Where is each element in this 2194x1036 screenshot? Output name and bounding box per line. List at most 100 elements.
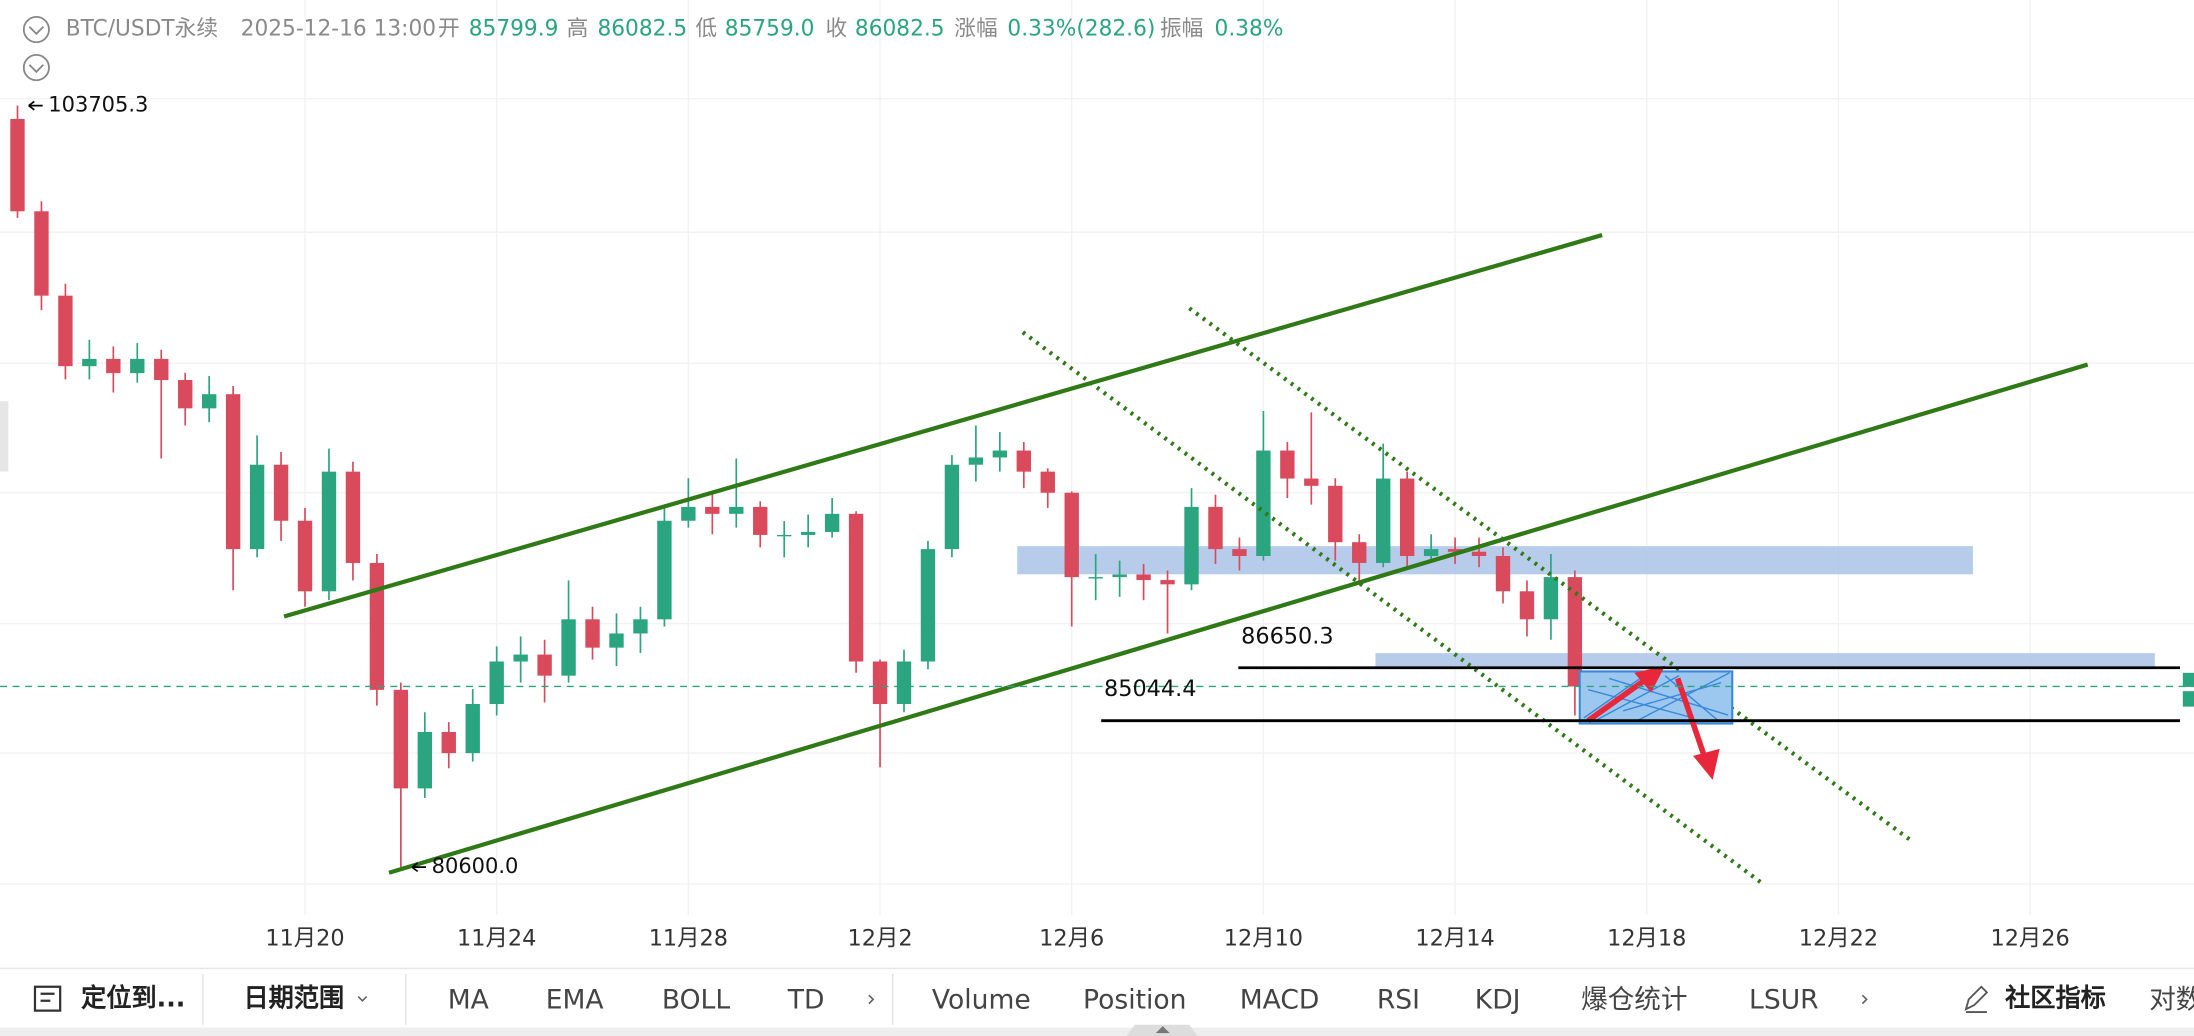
time: 2025-12-16 13:00 (241, 17, 436, 42)
dropdown-chevron (357, 995, 368, 1003)
x-tick-label: 12月22 (1799, 925, 1878, 951)
candle-body (968, 457, 984, 465)
candle-body (753, 506, 768, 535)
candle-body (872, 661, 888, 705)
extreme-label: 80600.0 (432, 853, 519, 878)
candle-body (1280, 450, 1295, 479)
collapse-icon[interactable] (22, 53, 50, 82)
label: 低 (695, 17, 717, 42)
candle-body (130, 358, 145, 374)
candle-body (633, 619, 648, 634)
candle-body (1328, 485, 1343, 543)
candle-body (465, 704, 480, 754)
arrow-head (1634, 665, 1666, 693)
candle-body (297, 520, 313, 592)
arrow-up (1586, 673, 1653, 723)
candle-body (896, 661, 912, 705)
extreme-arrow (411, 862, 427, 873)
more-chevron[interactable] (1861, 994, 1868, 1005)
bottom-strip (0, 1027, 2194, 1036)
candle-body (369, 562, 385, 690)
trend-line (283, 233, 1603, 619)
extreme-arrow (28, 100, 43, 111)
candle-body (178, 380, 193, 409)
candle-body (777, 534, 792, 537)
x-tick-label: 11月28 (649, 925, 728, 951)
x-tick-label: 11月20 (265, 925, 344, 951)
candle-body (1495, 556, 1511, 592)
edit-icon (1964, 985, 1989, 1013)
candle-body (920, 549, 936, 662)
support-zone (1017, 546, 1973, 575)
candle-body (489, 661, 504, 705)
subchart-button[interactable]: Volume (932, 984, 1031, 1015)
dotted-trend-line (1188, 306, 1914, 844)
candle-body (1136, 574, 1151, 581)
candle-body (1423, 549, 1439, 557)
locate-button[interactable]: 定位到... (81, 983, 185, 1012)
candle-body (537, 654, 552, 676)
x-tick-label: 12月10 (1224, 925, 1303, 951)
candle-body (1040, 471, 1055, 493)
candle-body (249, 464, 265, 550)
candle-body (944, 464, 960, 550)
overlay: 11月20 11月24 11月28 12月2 12月6 12月10 12月14 12月18 12… (0, 92, 2194, 951)
dotted-trend-line (1021, 330, 1765, 886)
candle-body (1088, 577, 1103, 579)
more-chevron[interactable] (868, 994, 875, 1005)
header: BTC/USDT永续 2025-12-16 13:00 开 85799.9 高 … (22, 15, 1283, 82)
candle-body (1112, 574, 1127, 578)
subchart-button[interactable]: KDJ (1475, 984, 1521, 1015)
drag-arrow (1155, 1026, 1170, 1034)
indicator-button[interactable]: BOLL (662, 984, 730, 1015)
indicator-button[interactable]: EMA (546, 984, 605, 1015)
candle-body (513, 654, 528, 662)
indicator-button[interactable]: TD (787, 984, 825, 1015)
date-range-button[interactable]: 日期范围 (243, 983, 344, 1012)
collapse-icon[interactable] (22, 15, 50, 44)
side-tab (0, 401, 9, 472)
candle-body (1232, 549, 1247, 557)
trend-line (388, 362, 2089, 875)
x-tick-label: 12月14 (1415, 925, 1494, 951)
subchart-button[interactable]: RSI (1377, 984, 1420, 1015)
candle-body (1399, 478, 1415, 557)
subchart-button[interactable]: MACD (1240, 984, 1320, 1015)
candle-body (561, 619, 576, 676)
candle-body (800, 531, 816, 535)
x-tick-label: 12月2 (848, 925, 913, 951)
candle-body (657, 520, 672, 620)
label: 收 (826, 17, 848, 42)
candle-body (417, 732, 432, 789)
candle-body (1352, 542, 1367, 563)
candle-body (1519, 591, 1535, 620)
candle-body (1064, 492, 1079, 578)
hatch (1583, 672, 1730, 722)
candle-body (82, 358, 97, 367)
subchart-button[interactable]: Position (1083, 984, 1186, 1015)
price-marker (2182, 672, 2194, 687)
x-tick-label: 12月6 (1039, 925, 1104, 951)
label: 高 (567, 17, 589, 42)
candle-body (729, 506, 744, 514)
value: 0.33%(282.6) (1007, 17, 1155, 42)
candle-body (10, 118, 25, 212)
label: 涨幅 (954, 17, 997, 42)
log-button[interactable]: 对数 (2149, 984, 2194, 1015)
candle-body (1567, 577, 1583, 687)
extreme-label: 103705.3 (48, 92, 148, 117)
candle-body (1160, 580, 1175, 585)
community-button[interactable]: 社区指标 (2004, 983, 2106, 1012)
chevron (28, 64, 45, 74)
subchart-button[interactable]: 爆仓统计 (1581, 984, 1687, 1015)
arrows (1586, 665, 1720, 780)
arrow-head (1693, 748, 1720, 780)
value: 86082.5 (597, 17, 687, 42)
label: 开 (438, 17, 460, 42)
locate-icon (33, 985, 62, 1012)
candle-body (681, 506, 696, 521)
subchart-button[interactable]: LSUR (1749, 984, 1819, 1015)
indicator-button[interactable]: MA (448, 984, 490, 1015)
